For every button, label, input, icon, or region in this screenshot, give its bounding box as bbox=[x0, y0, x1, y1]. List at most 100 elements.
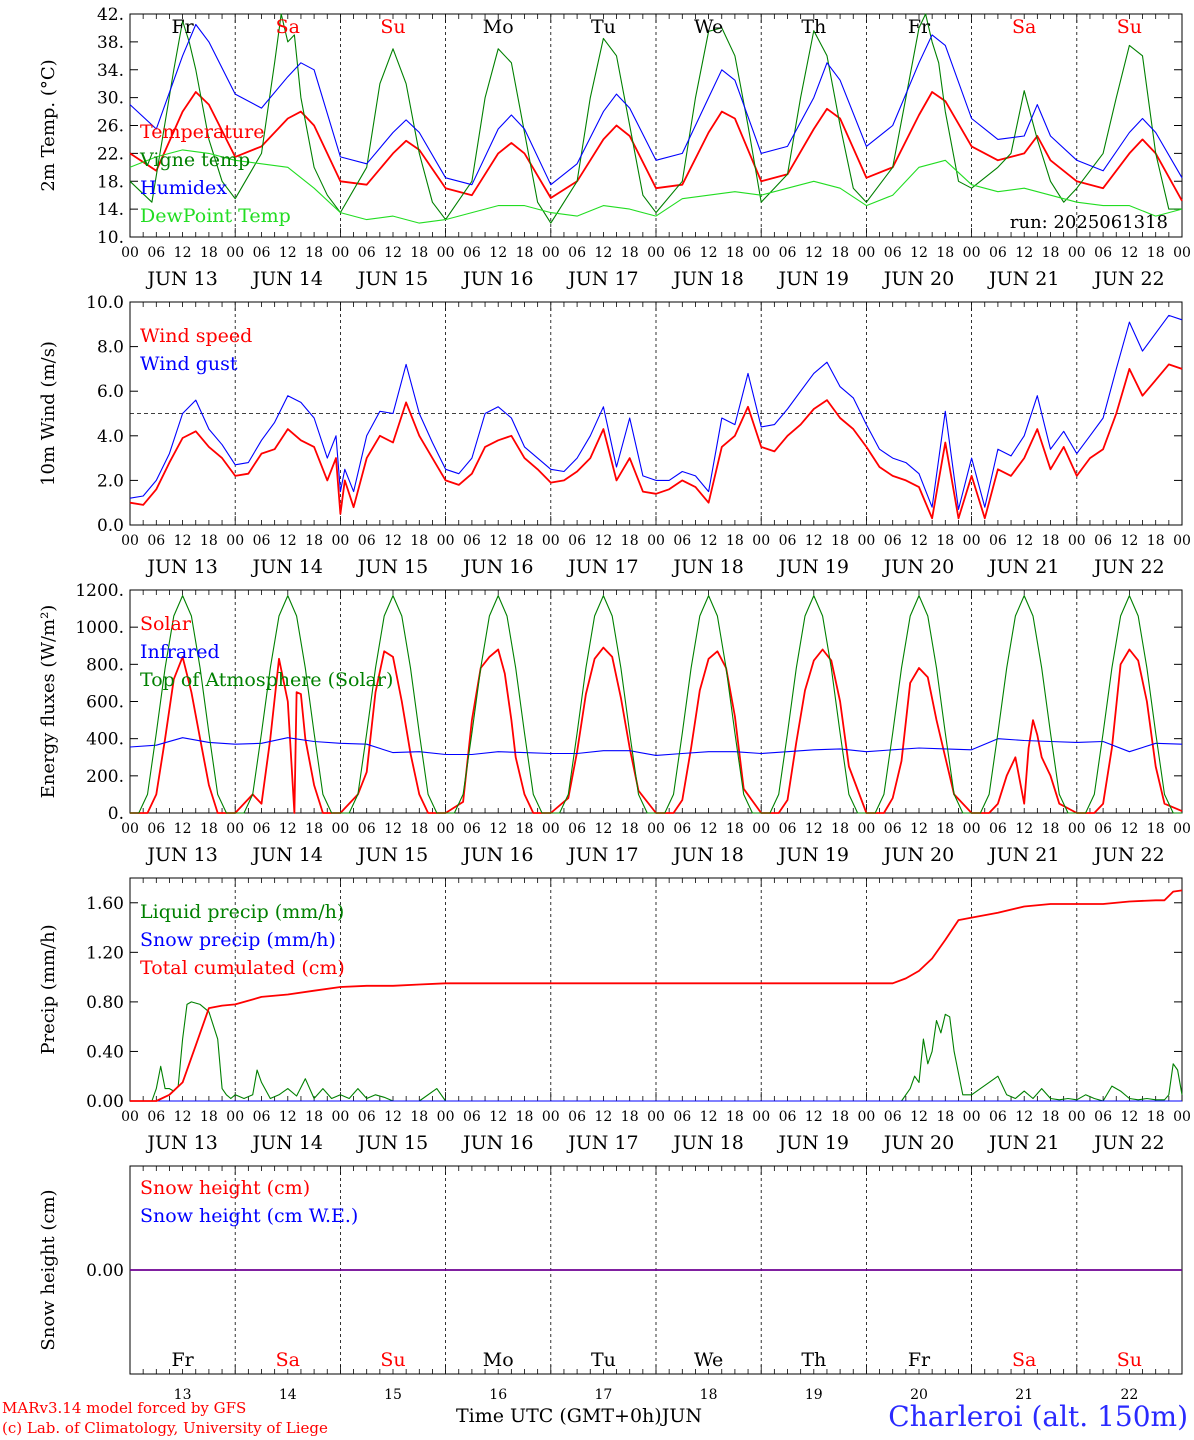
date-label: JUN 18 bbox=[671, 556, 743, 578]
date-label: JUN 16 bbox=[461, 556, 533, 578]
hour-label: 06 bbox=[358, 821, 376, 837]
y-tick-label: 2.0 bbox=[97, 471, 124, 491]
hour-label: 12 bbox=[700, 1109, 718, 1125]
hour-label: 12 bbox=[805, 1109, 823, 1125]
date-label: JUN 21 bbox=[987, 268, 1059, 290]
hour-label: 18 bbox=[936, 245, 954, 261]
y-tick-label: 0.00 bbox=[86, 1261, 124, 1281]
hour-label: 18 bbox=[200, 245, 218, 261]
hour-label: 00 bbox=[121, 1109, 139, 1125]
hour-label: 06 bbox=[779, 1109, 797, 1125]
y-tick-label: 0.00 bbox=[86, 1092, 124, 1112]
y-tick-label: 34. bbox=[97, 61, 124, 81]
hour-label: 12 bbox=[1120, 533, 1138, 549]
date-label: JUN 22 bbox=[1092, 844, 1164, 866]
date-label: JUN 22 bbox=[1092, 268, 1164, 290]
hour-label: 00 bbox=[437, 821, 455, 837]
hour-label: 12 bbox=[384, 533, 402, 549]
hour-label: 06 bbox=[463, 821, 481, 837]
day-number: 20 bbox=[910, 1387, 928, 1403]
hour-label: 12 bbox=[910, 245, 928, 261]
date-label: JUN 21 bbox=[987, 1132, 1059, 1154]
hour-label: 06 bbox=[358, 1109, 376, 1125]
hour-label: 18 bbox=[1042, 1109, 1060, 1125]
hour-label: 12 bbox=[174, 245, 192, 261]
series-line-3 bbox=[130, 595, 1182, 814]
hour-label: 12 bbox=[1120, 821, 1138, 837]
hour-label: 12 bbox=[384, 1109, 402, 1125]
date-label: JUN 19 bbox=[777, 844, 849, 866]
date-label: JUN 22 bbox=[1092, 556, 1164, 578]
hour-label: 18 bbox=[410, 1109, 428, 1125]
hour-label: 06 bbox=[147, 821, 165, 837]
hour-label: 06 bbox=[463, 533, 481, 549]
hour-label: 06 bbox=[1094, 533, 1112, 549]
hour-label: 06 bbox=[253, 533, 271, 549]
hour-label: 06 bbox=[568, 245, 586, 261]
hour-label: 12 bbox=[1015, 245, 1033, 261]
hour-label: 00 bbox=[752, 245, 770, 261]
hour-label: 00 bbox=[437, 533, 455, 549]
legend-label: Humidex bbox=[140, 177, 227, 199]
hour-label: 12 bbox=[594, 821, 612, 837]
day-name: Sa bbox=[276, 1349, 300, 1371]
hour-label: 00 bbox=[857, 821, 875, 837]
date-label: JUN 21 bbox=[987, 556, 1059, 578]
day-number: 14 bbox=[279, 1387, 297, 1403]
hour-label: 00 bbox=[1068, 821, 1086, 837]
hour-label: 06 bbox=[989, 533, 1007, 549]
hour-label: 00 bbox=[331, 533, 349, 549]
date-label: JUN 21 bbox=[987, 844, 1059, 866]
xaxis-title-text: Time UTC (GMT+0h) bbox=[456, 1405, 662, 1427]
y-axis-title: 2m Temp. (°C) bbox=[38, 59, 59, 191]
hour-label: 12 bbox=[805, 533, 823, 549]
hour-label: 18 bbox=[831, 1109, 849, 1125]
hour-label: 18 bbox=[936, 1109, 954, 1125]
date-label: JUN 15 bbox=[356, 268, 428, 290]
legend-label: Snow precip (mm/h) bbox=[140, 929, 336, 951]
date-label: JUN 20 bbox=[882, 556, 954, 578]
hour-label: 06 bbox=[568, 533, 586, 549]
hour-label: 12 bbox=[174, 533, 192, 549]
legend-label: Wind speed bbox=[140, 325, 252, 347]
hour-label: 06 bbox=[147, 1109, 165, 1125]
y-tick-label: 26. bbox=[97, 117, 124, 137]
day-name: Th bbox=[801, 16, 826, 38]
hour-label: 00 bbox=[437, 1109, 455, 1125]
y-tick-label: 1200. bbox=[75, 581, 124, 601]
hour-label: 18 bbox=[621, 821, 639, 837]
y-axis-title: Energy fluxes (W/m²) bbox=[38, 605, 59, 799]
hour-label: 06 bbox=[779, 245, 797, 261]
hour-label: 18 bbox=[305, 821, 323, 837]
hour-label: 12 bbox=[174, 821, 192, 837]
hour-label: 12 bbox=[384, 821, 402, 837]
date-label: JUN 20 bbox=[882, 268, 954, 290]
hour-label: 06 bbox=[1094, 821, 1112, 837]
hour-label: 18 bbox=[200, 533, 218, 549]
date-label: JUN 14 bbox=[251, 268, 323, 290]
date-label: JUN 17 bbox=[566, 1132, 638, 1154]
hour-label: 06 bbox=[1094, 1109, 1112, 1125]
y-tick-label: 0. bbox=[108, 804, 124, 824]
hour-label: 06 bbox=[253, 821, 271, 837]
hour-label: 06 bbox=[253, 1109, 271, 1125]
hour-label: 18 bbox=[1147, 1109, 1165, 1125]
hour-label: 12 bbox=[700, 533, 718, 549]
hour-label: 06 bbox=[884, 533, 902, 549]
day-name: Fr bbox=[908, 1349, 931, 1371]
hour-label: 06 bbox=[779, 533, 797, 549]
hour-label: 06 bbox=[463, 1109, 481, 1125]
day-number: 15 bbox=[384, 1387, 402, 1403]
panel-5: 0.00 Snow height (cm) Snow height (cm) Snow… bbox=[38, 1165, 1183, 1403]
y-tick-label: 22. bbox=[97, 144, 124, 164]
hour-label: 18 bbox=[305, 1109, 323, 1125]
day-name: We bbox=[694, 1349, 723, 1371]
date-label: JUN 13 bbox=[145, 268, 217, 290]
y-tick-label: 30. bbox=[97, 89, 124, 109]
y-tick-label: 14. bbox=[97, 200, 124, 220]
date-label: JUN 19 bbox=[777, 268, 849, 290]
date-label: JUN 18 bbox=[671, 268, 743, 290]
hour-label: 12 bbox=[489, 533, 507, 549]
hour-label: 12 bbox=[489, 1109, 507, 1125]
hour-label: 00 bbox=[1173, 1109, 1191, 1125]
